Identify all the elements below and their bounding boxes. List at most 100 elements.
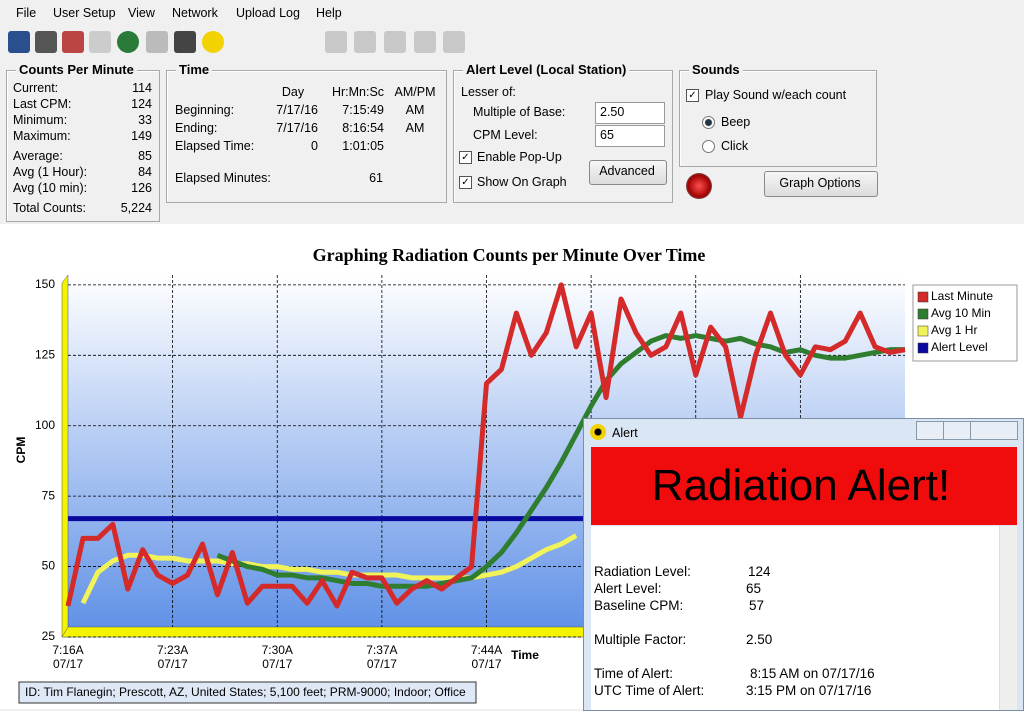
y-tick-label: 75: [42, 488, 56, 502]
click-radio[interactable]: [702, 140, 715, 153]
input-value: 65: [600, 128, 614, 142]
x-tick-date: 07/17: [262, 657, 292, 671]
alert-label: Baseline CPM:: [594, 598, 684, 613]
counts-panel: Counts Per Minute: [6, 62, 160, 222]
count-label: Maximum:: [13, 129, 71, 143]
y-tick-label: 100: [35, 418, 55, 432]
count-label: Avg (10 min):: [13, 181, 88, 195]
window-title: Alert: [612, 426, 638, 440]
label: Multiple of Base:: [473, 105, 566, 119]
legend-swatch: [917, 325, 929, 337]
checkbox-label: Enable Pop-Up: [477, 150, 562, 164]
alert-label: Alert Level:: [594, 581, 662, 596]
alarm-button[interactable]: [686, 173, 712, 199]
menu-item[interactable]: User Setup: [53, 6, 116, 20]
toolbar-icon[interactable]: [146, 31, 168, 53]
legend-swatch: [917, 342, 929, 354]
radio-label: Beep: [721, 115, 751, 129]
time-clock: 1:01:05: [342, 139, 384, 153]
cpm-input[interactable]: [595, 125, 665, 147]
y-tick-label: 150: [35, 277, 55, 291]
alert-value: 124: [748, 564, 771, 579]
sounds-panel: Sounds: [679, 62, 877, 167]
toolbar-icon[interactable]: [414, 31, 436, 53]
alert-window: Alert Radiation Alert! Radiation Level: 124…: [583, 418, 1024, 711]
toolbar-icon[interactable]: [202, 31, 224, 53]
menu-item[interactable]: File: [16, 6, 37, 20]
graph-options-button[interactable]: [764, 171, 878, 197]
toolbar-icon[interactable]: [443, 31, 465, 53]
toolbar-icon[interactable]: [8, 31, 30, 53]
legend-swatch: [917, 308, 929, 320]
legend: [912, 284, 1018, 362]
time-clock: 7:15:49: [342, 103, 384, 117]
close-button[interactable]: [970, 421, 1018, 440]
x-tick-date: 07/17: [158, 657, 188, 671]
time-header: AM/PM: [394, 85, 436, 99]
count-label: Current:: [13, 81, 59, 95]
maximize-button[interactable]: [943, 421, 971, 440]
button-label: Advanced: [599, 164, 655, 178]
toolbar-icon[interactable]: [325, 31, 347, 53]
alert-icon: [590, 424, 606, 440]
time-clock: 8:16:54: [342, 121, 384, 135]
toolbar-icon[interactable]: [174, 31, 196, 53]
count-label: Total Counts:: [13, 201, 86, 215]
time-label: Elapsed Time:: [175, 139, 255, 153]
advanced-button[interactable]: [589, 160, 667, 185]
toolbar-icon[interactable]: [384, 31, 406, 53]
multiple-input[interactable]: [595, 102, 665, 124]
count-value: 114: [132, 81, 152, 95]
menu-item[interactable]: Upload Log: [236, 6, 300, 20]
x-tick-date: 07/17: [471, 657, 501, 671]
radio-label: Click: [721, 139, 749, 153]
toolbar-icon[interactable]: [117, 31, 139, 53]
alert-banner: [591, 447, 1017, 525]
popup-checkbox[interactable]: ✓: [459, 151, 472, 164]
time-day: 0: [311, 139, 318, 153]
panel-title: Time: [176, 62, 213, 78]
scrollbar[interactable]: [999, 526, 1017, 710]
x-tick-label: 7:23A: [157, 643, 188, 657]
series-line: [216, 333, 905, 589]
y-tick-label: 125: [35, 347, 55, 361]
chart-title: Graphing Radiation Counts per Minute Ove…: [313, 245, 706, 265]
x-tick-date: 07/17: [367, 657, 397, 671]
count-value: 126: [131, 181, 152, 195]
menu-item[interactable]: Help: [316, 6, 342, 20]
legend-label: Avg 10 Min: [931, 306, 991, 320]
count-label: Avg (1 Hour):: [13, 165, 88, 179]
time-header: Hr:Mn:Sc: [331, 85, 385, 99]
toolbar-icon[interactable]: [354, 31, 376, 53]
time-ampm: AM: [405, 121, 425, 135]
time-day: 7/17/16: [276, 103, 318, 117]
label: CPM Level:: [473, 128, 538, 142]
show-checkbox[interactable]: ✓: [459, 176, 472, 189]
alert-label: Time of Alert:: [594, 666, 674, 681]
time-label: Ending:: [175, 121, 218, 135]
count-label: Minimum:: [13, 113, 68, 127]
legend-label: Avg 1 Hr: [931, 323, 977, 337]
legend-label: Last Minute: [931, 289, 993, 303]
input-value: 2.50: [600, 105, 625, 119]
alert-level-panel: Alert Level (Local Station): [453, 62, 673, 203]
alert-value: 2.50: [746, 632, 773, 647]
alert-value: 8:15 AM on 07/17/16: [750, 666, 875, 681]
x-tick-label: 7:44A: [471, 643, 502, 657]
minimize-button[interactable]: [916, 421, 944, 440]
play-checkbox[interactable]: ✓: [686, 89, 699, 102]
menu-item[interactable]: Network: [172, 6, 218, 20]
count-value: 84: [138, 165, 152, 179]
toolbar-icon[interactable]: [35, 31, 57, 53]
panel-title: Sounds: [689, 62, 743, 78]
alert-label: Multiple Factor:: [594, 632, 687, 647]
toolbar-icon[interactable]: [62, 31, 84, 53]
toolbar-icon[interactable]: [89, 31, 111, 53]
beep-radio[interactable]: [702, 116, 715, 129]
y-axis-label: CPM: [14, 437, 28, 464]
time-header: Day: [281, 85, 305, 99]
menu-item[interactable]: View: [128, 6, 155, 20]
label: Lesser of:: [461, 85, 516, 99]
alert-value: 3:15 PM on 07/17/16: [746, 683, 872, 698]
